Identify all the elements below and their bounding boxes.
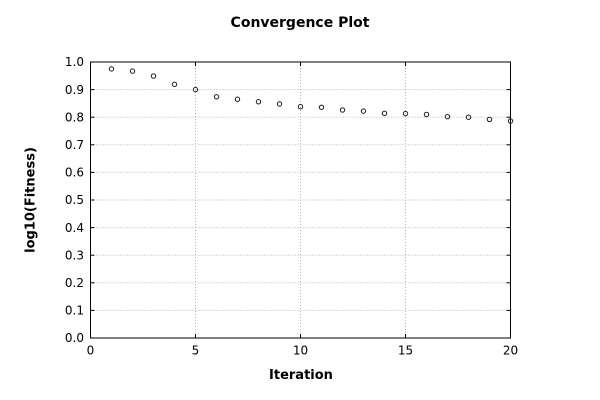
- data-point: [339, 107, 346, 113]
- data-point: [402, 110, 409, 117]
- data-point: [171, 81, 178, 88]
- x-tick-label: 0: [87, 344, 95, 358]
- x-axis-title: Iteration: [269, 368, 333, 383]
- data-point: [465, 114, 472, 120]
- y-tick-label: 0.8: [65, 110, 84, 124]
- y-tick-label: 0.3: [65, 248, 84, 262]
- data-point: [444, 113, 451, 120]
- x-tick-label: 15: [398, 344, 413, 358]
- data-point: [213, 94, 220, 100]
- y-tick-label: 0.1: [65, 304, 84, 318]
- y-tick-label: 0.4: [65, 221, 84, 235]
- chart-title: Convergence Plot: [230, 15, 370, 31]
- data-point: [486, 116, 493, 123]
- data-point: [423, 111, 430, 118]
- data-point: [507, 118, 514, 124]
- data-point: [108, 66, 115, 72]
- x-tick-label: 5: [192, 344, 200, 358]
- data-point: [255, 99, 262, 105]
- y-tick-label: 0.5: [65, 193, 84, 207]
- y-tick-label: 0.9: [65, 83, 84, 97]
- data-point: [192, 86, 199, 93]
- y-tick-label: 0.7: [65, 138, 84, 152]
- y-tick-label: 0.6: [65, 166, 84, 180]
- y-tick-label: 0.2: [65, 276, 84, 290]
- y-tick-label: 0.0: [65, 331, 84, 345]
- y-tick-label: 1.0: [65, 55, 84, 69]
- x-tick-label: 10: [293, 344, 308, 358]
- data-point: [234, 96, 241, 102]
- data-point: [360, 108, 367, 114]
- data-point: [318, 104, 325, 110]
- x-tick-label: 20: [503, 344, 518, 358]
- data-point: [150, 73, 157, 79]
- data-point: [297, 104, 304, 110]
- data-point: [381, 110, 388, 117]
- plot-border: [90, 61, 511, 339]
- data-point: [276, 101, 283, 107]
- data-point: [129, 68, 136, 74]
